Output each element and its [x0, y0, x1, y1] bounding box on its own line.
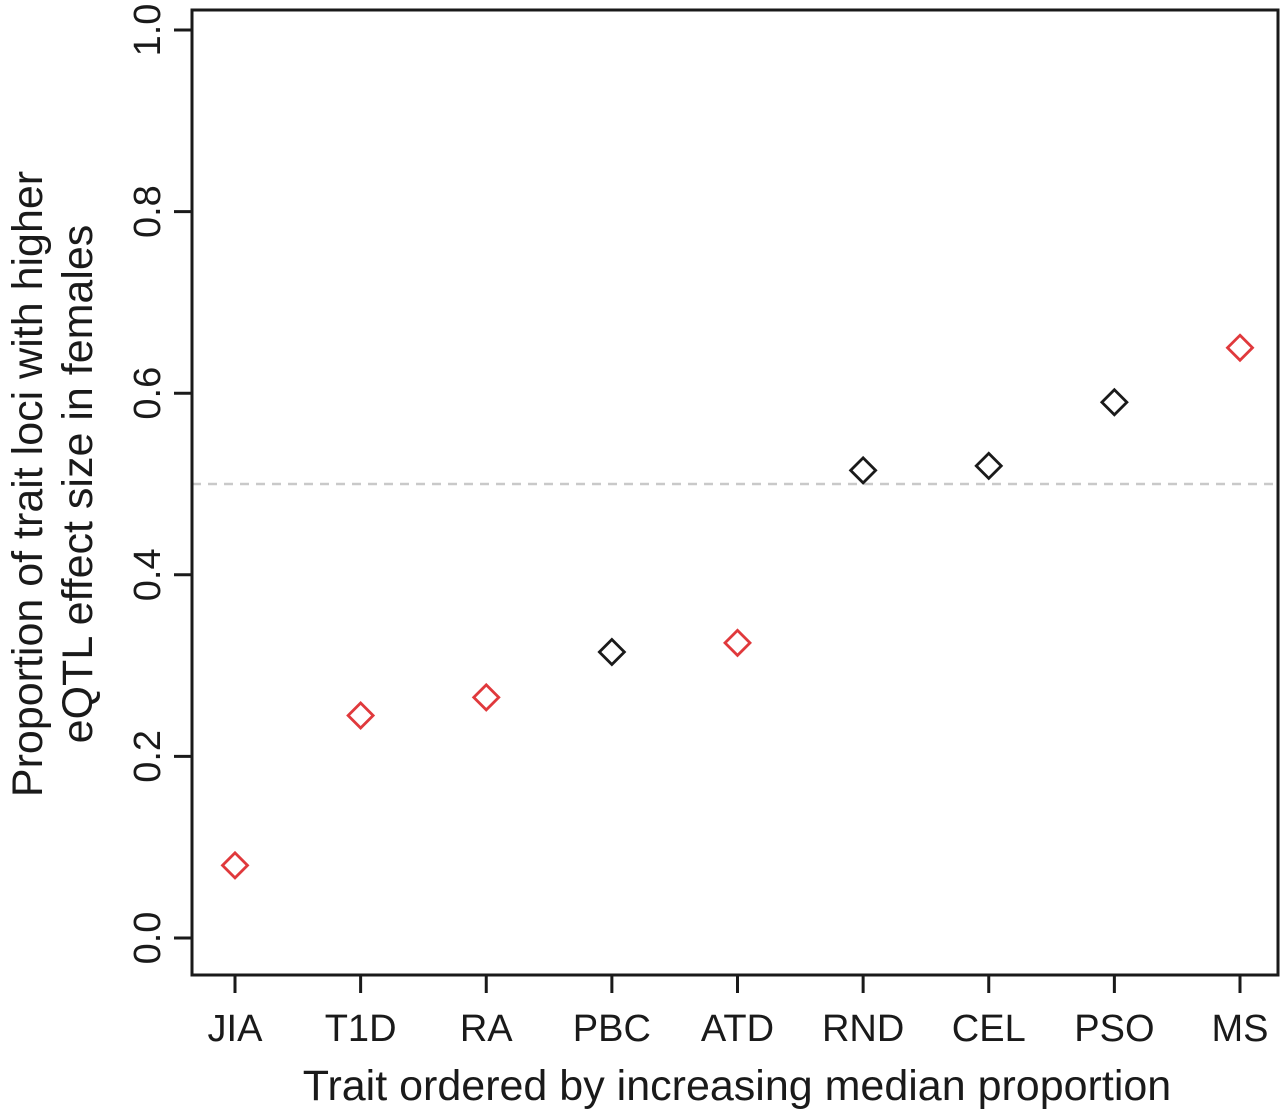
data-point-PSO [1099, 387, 1129, 417]
data-point-RND [848, 455, 878, 485]
y-axis-title-line1: Proportion of trait loci with higher [4, 171, 52, 797]
x-axis-tick-label: MS [1212, 1008, 1269, 1050]
y-axis-tick-label: 0.0 [127, 912, 169, 965]
plot-border [190, 8, 1280, 977]
x-axis-tick-label: RA [460, 1008, 513, 1050]
data-point-T1D [346, 701, 376, 731]
data-point-RA [471, 682, 501, 712]
x-axis-tick-label: PBC [573, 1008, 651, 1050]
y-axis-tick-label: 0.6 [127, 367, 169, 420]
x-axis-tick-label: T1D [325, 1008, 397, 1050]
x-axis-tick-label: ATD [701, 1008, 774, 1050]
y-axis-tick-label: 0.2 [127, 730, 169, 783]
data-point-ATD [723, 628, 752, 658]
y-axis-tick-label: 1.0 [127, 4, 169, 57]
x-axis-tick-label: RND [822, 1008, 904, 1050]
y-axis-title-line2: eQTL effect size in females [54, 225, 102, 744]
chart-generated-layer: 0.0 0.2 0.4 0.6 0.8 1.0 JIA T1D RA PBC ATD RND CEL PS… [127, 4, 1280, 1050]
data-point-JIA [220, 850, 250, 880]
data-point-MS [1225, 333, 1255, 363]
x-axis-tick-label: PSO [1074, 1008, 1154, 1050]
y-axis-tick-label: 0.8 [127, 185, 169, 238]
data-point-PBC [597, 637, 627, 667]
x-axis-tick-label: CEL [952, 1008, 1026, 1050]
x-axis-tick-label: JIA [208, 1008, 264, 1050]
data-point-CEL [974, 451, 1004, 481]
y-axis-tick-label: 0.4 [127, 548, 169, 601]
x-axis-title: Trait ordered by increasing median propo… [303, 1062, 1171, 1110]
